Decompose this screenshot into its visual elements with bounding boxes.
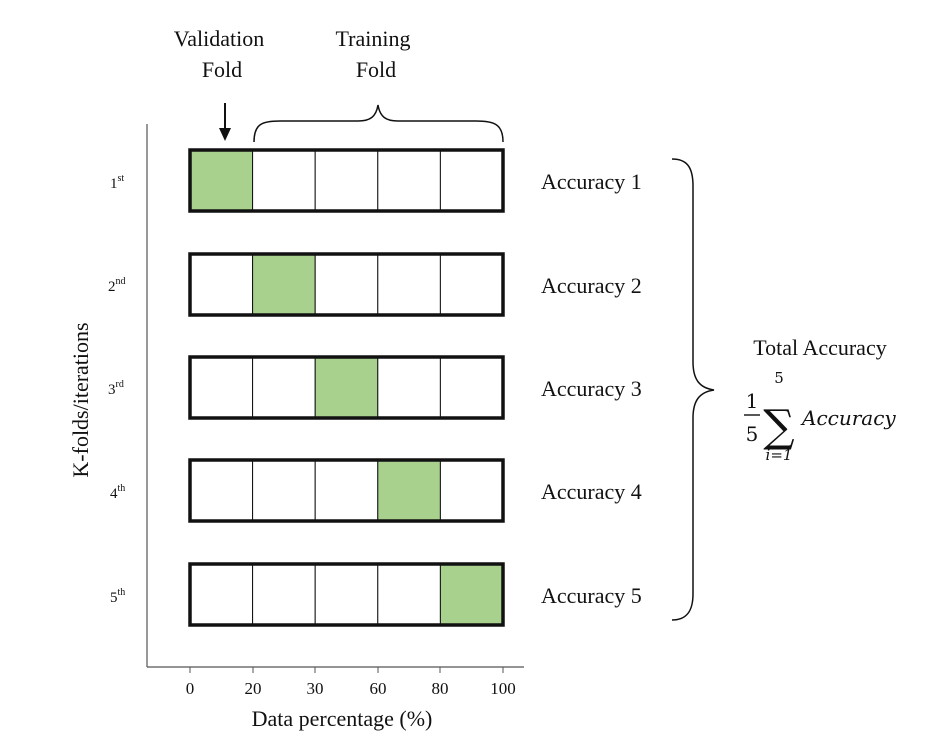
- training-segment: [252, 459, 316, 522]
- training-segment: [252, 356, 316, 419]
- fold-segments: [188, 562, 505, 627]
- training-segment: [314, 253, 379, 316]
- fold-accuracy-label: Accuracy 3: [541, 376, 642, 401]
- x-tick-label: 20: [245, 679, 262, 698]
- fold-segments: [188, 252, 505, 317]
- fold-ordinal: 5: [110, 590, 118, 606]
- fold-outline: [188, 148, 505, 213]
- fold-outline: [188, 458, 505, 523]
- training-segment: [377, 563, 441, 626]
- fold-segments: [188, 148, 505, 213]
- fold-ordinal-label: 2nd: [108, 276, 126, 295]
- training-segment: [377, 253, 441, 316]
- training-segment: [252, 149, 316, 212]
- training-segment: [314, 149, 379, 212]
- fold-ordinal: 2: [108, 279, 116, 295]
- x-tick-label: 0: [186, 679, 195, 698]
- fold-outline: [188, 252, 505, 317]
- validation-fold-label-line1: Validation: [174, 26, 264, 51]
- sum-term: Accuracy: [800, 406, 896, 430]
- fold-ordinal-suffix: th: [118, 587, 126, 598]
- fold-ordinal-label: 1st: [110, 173, 124, 192]
- validation-segment: [439, 563, 504, 626]
- fold-accuracy-label: Accuracy 2: [541, 273, 642, 298]
- training-segment: [314, 459, 379, 522]
- fold-row-5: 5th Accuracy 5: [110, 562, 642, 627]
- fold-row-4: 4th Accuracy 4: [110, 458, 642, 523]
- training-segment: [439, 149, 504, 212]
- training-fold-label-line2: Fold: [356, 57, 396, 82]
- training-fold-brace: [253, 104, 504, 143]
- validation-segment: [252, 253, 316, 316]
- sum-upper-limit: 5: [774, 369, 784, 387]
- validation-fold-label-line2: Fold: [202, 57, 242, 82]
- fold-row-1: 1st Accuracy 1: [110, 148, 642, 213]
- fold-ordinal: 4: [110, 486, 118, 502]
- fold-ordinal-suffix: rd: [116, 379, 124, 390]
- training-segment: [314, 563, 379, 626]
- fold-segments: [188, 458, 505, 523]
- summation-sign: ∑: [763, 401, 794, 452]
- fold-segments: [188, 355, 505, 420]
- accuracy-group-brace: [671, 158, 715, 621]
- fold-ordinal-suffix: st: [118, 173, 125, 184]
- fold-accuracy-label: Accuracy 5: [541, 583, 642, 608]
- fold-ordinal: 1: [110, 176, 118, 192]
- validation-segment: [314, 356, 379, 419]
- validation-segment: [189, 149, 254, 212]
- total-accuracy-formula: 1 5 5 ∑ i=1 Accuracy: [744, 369, 896, 464]
- training-segment: [439, 253, 504, 316]
- fold-outline: [188, 355, 505, 420]
- fold-ordinal-suffix: th: [118, 483, 126, 494]
- fold-accuracy-label: Accuracy 1: [541, 169, 642, 194]
- training-segment: [439, 356, 504, 419]
- training-fold-label-line1: Training: [336, 26, 411, 51]
- y-axis-label: K-folds/iterations: [68, 322, 93, 477]
- total-accuracy-title: Total Accuracy: [753, 335, 886, 360]
- training-segment: [189, 459, 254, 522]
- training-segment: [252, 563, 316, 626]
- training-segment: [439, 459, 504, 522]
- sum-lower-limit: i=1: [766, 446, 793, 464]
- fold-ordinal-suffix: nd: [116, 276, 126, 287]
- x-axis-label: Data percentage (%): [252, 706, 433, 731]
- x-axis-ticks: 0 20 30 60 80 100: [186, 667, 516, 698]
- training-segment: [377, 356, 441, 419]
- fold-row-2: 2nd Accuracy 2: [108, 252, 642, 317]
- training-segment: [189, 253, 254, 316]
- fold-row-3: 3rd Accuracy 3: [108, 355, 642, 420]
- fraction-denominator: 5: [746, 422, 759, 446]
- fold-ordinal-label: 4th: [110, 483, 125, 502]
- validation-segment: [377, 459, 441, 522]
- validation-arrow: [219, 103, 231, 141]
- fold-ordinal-label: 3rd: [108, 379, 124, 398]
- fold-outline: [188, 562, 505, 627]
- x-tick-label: 60: [370, 679, 387, 698]
- x-tick-label: 30: [307, 679, 324, 698]
- fold-ordinal-label: 5th: [110, 587, 125, 606]
- training-segment: [189, 563, 254, 626]
- x-tick-label: 100: [490, 679, 516, 698]
- fold-ordinal: 3: [108, 382, 116, 398]
- training-segment: [377, 149, 441, 212]
- fraction-numerator: 1: [746, 389, 759, 413]
- fold-accuracy-label: Accuracy 4: [541, 479, 642, 504]
- x-tick-label: 80: [432, 679, 449, 698]
- training-segment: [189, 356, 254, 419]
